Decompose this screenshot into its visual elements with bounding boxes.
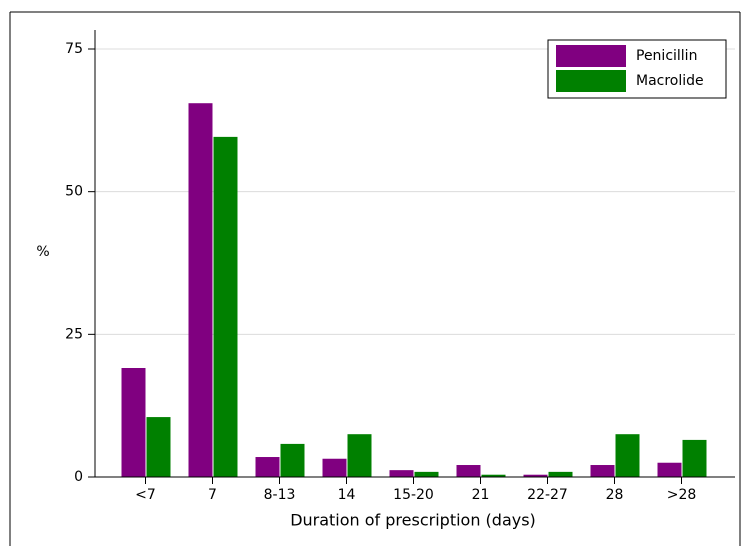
bar — [414, 471, 439, 477]
bar — [121, 368, 146, 477]
bar — [657, 462, 682, 477]
x-tick-label: 14 — [338, 487, 356, 503]
x-tick-label: 8-13 — [264, 487, 296, 503]
x-tick-label: 22-27 — [527, 487, 568, 503]
legend-label: Penicillin — [636, 48, 697, 64]
x-tick-label: 28 — [606, 487, 624, 503]
x-tick-label: 7 — [208, 487, 217, 503]
y-tick-label: 50 — [65, 184, 83, 200]
bar — [590, 465, 615, 477]
bar — [481, 474, 506, 477]
y-tick-label: 75 — [65, 41, 83, 57]
x-tick-label: <7 — [135, 487, 156, 503]
bar — [213, 136, 238, 477]
bar — [523, 474, 548, 477]
bar — [682, 439, 707, 477]
y-tick-label: 0 — [74, 469, 83, 485]
bar — [548, 471, 573, 477]
legend-swatch — [556, 70, 626, 92]
x-tick-label: 21 — [472, 487, 490, 503]
x-tick-label: >28 — [667, 487, 697, 503]
bar — [322, 458, 347, 477]
bar — [456, 465, 481, 477]
bar — [188, 103, 213, 478]
legend-label: Macrolide — [636, 73, 704, 89]
legend-swatch — [556, 45, 626, 67]
y-axis-label: % — [36, 244, 49, 260]
bar — [615, 434, 640, 477]
bar — [347, 434, 372, 477]
x-axis-label: Duration of prescription (days) — [290, 511, 536, 530]
x-tick-label: 15-20 — [393, 487, 434, 503]
y-tick-label: 25 — [65, 326, 83, 342]
bar — [389, 470, 414, 477]
bar — [146, 417, 171, 477]
bar — [255, 457, 280, 477]
bar — [280, 443, 305, 477]
